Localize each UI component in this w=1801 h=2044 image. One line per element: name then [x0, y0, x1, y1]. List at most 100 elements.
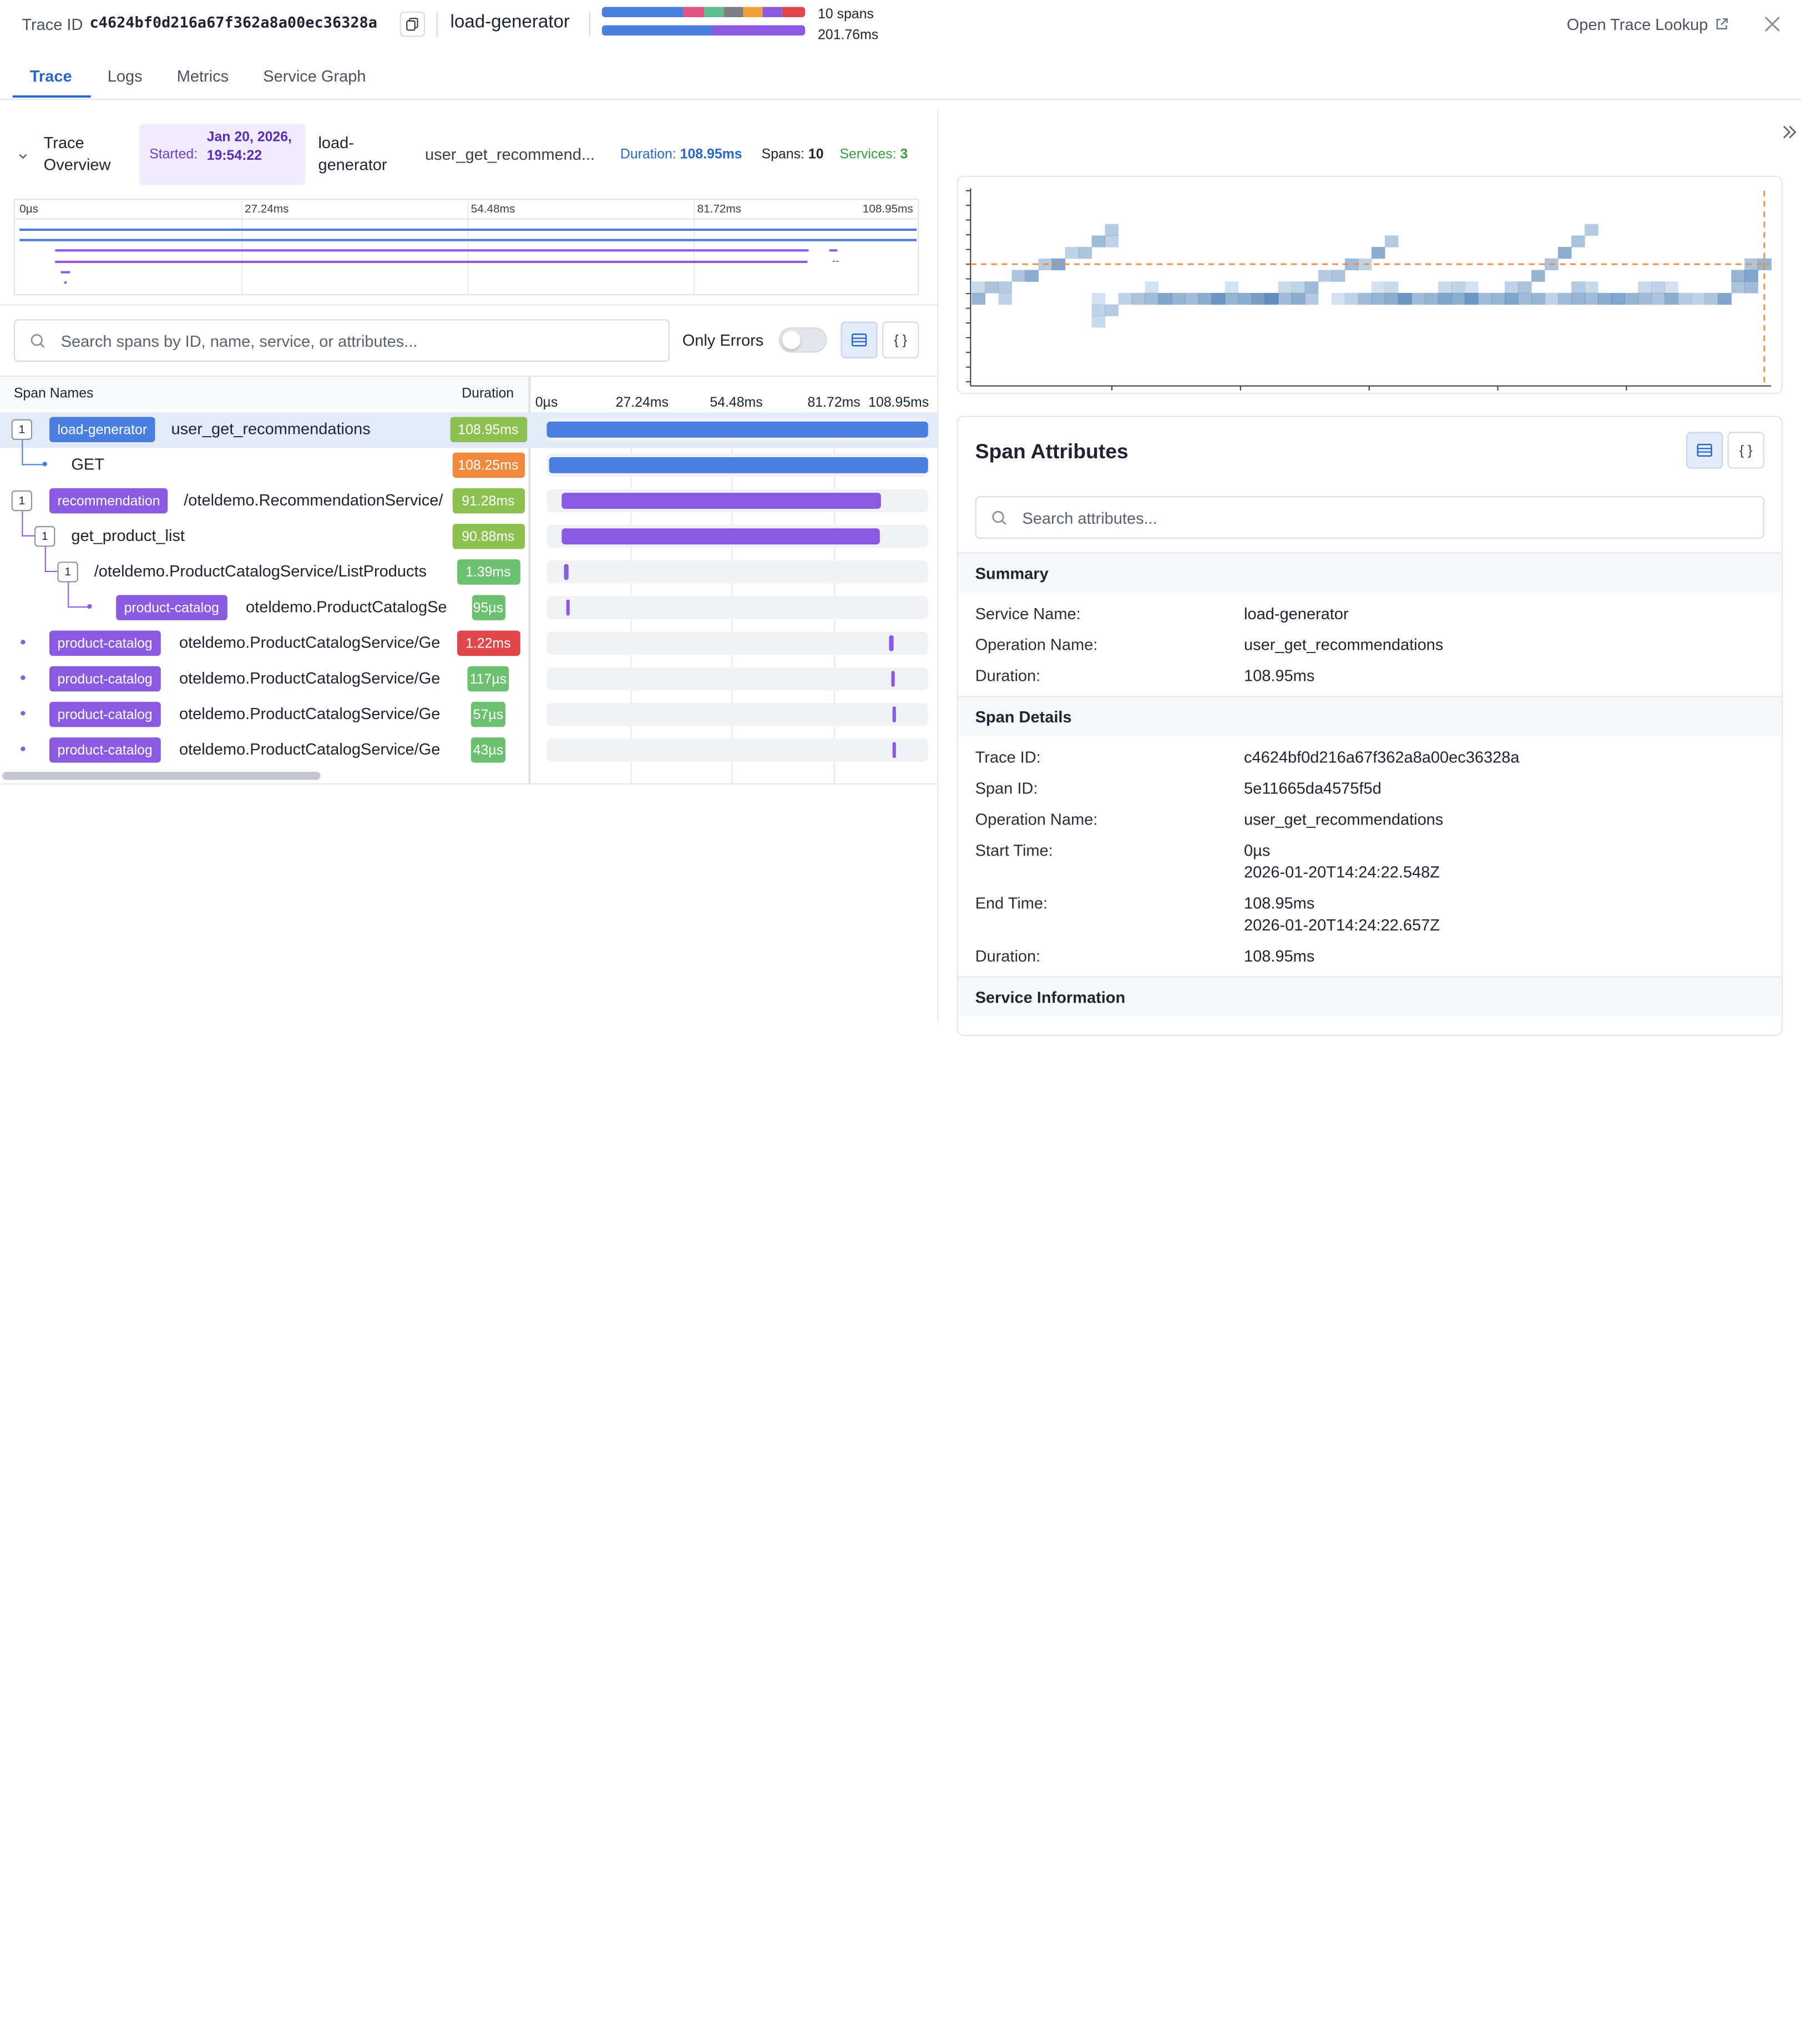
started-box: Started: Jan 20, 2026, 19:54:22: [139, 124, 306, 185]
span-bar[interactable]: [566, 599, 570, 616]
span-search-input[interactable]: Search spans by ID, name, service, or at…: [13, 319, 670, 362]
expand-toggle[interactable]: 1: [57, 561, 78, 583]
collapse-right-panel-button[interactable]: [1782, 124, 1798, 146]
span-bar[interactable]: [889, 635, 894, 651]
span-row[interactable]: GET 108.25ms: [0, 448, 937, 483]
service-color-segment: [762, 7, 782, 18]
horizontal-scrollbar[interactable]: [2, 772, 321, 780]
span-attributes-title: Span Attributes: [975, 439, 1129, 463]
tab-service-graph[interactable]: Service Graph: [263, 67, 366, 85]
section-summary-header[interactable]: Summary: [958, 553, 1782, 593]
minimap-span: [60, 271, 70, 274]
minimap-span: [832, 260, 836, 262]
details-value: user_get_recommendations: [1244, 809, 1444, 828]
heatmap-cell: [1304, 281, 1319, 294]
heatmap-cell: [1651, 281, 1665, 294]
span-row[interactable]: 1 get_product_list 90.88ms: [0, 519, 937, 555]
expand-toggle[interactable]: 1: [34, 526, 55, 547]
details-key: Span ID:: [975, 778, 1038, 797]
section-service-header[interactable]: Service Information: [958, 977, 1782, 1017]
section-details-header[interactable]: Span Details: [958, 697, 1782, 736]
heatmap-cell: [1504, 281, 1519, 294]
heatmap-cell: [1358, 292, 1372, 305]
service-color-segment: [601, 7, 684, 18]
details-value-secondary: 2026-01-20T14:24:22.657Z: [1244, 915, 1440, 934]
heatmap-cell: [1025, 270, 1039, 282]
span-bar[interactable]: [549, 457, 928, 473]
heatmap-cell: [1545, 292, 1559, 305]
duration-badge: 90.88ms: [452, 524, 525, 549]
heatmap-cell: [1091, 292, 1106, 305]
tree-dot: [21, 711, 26, 716]
details-key: Trace ID:: [975, 747, 1041, 766]
details-key: Start Time:: [975, 841, 1053, 859]
span-bar[interactable]: [891, 670, 895, 687]
service-badge: product-catalog: [49, 701, 161, 727]
heatmap-cell: [1185, 292, 1199, 305]
timeline-track: [547, 631, 928, 655]
duration-badge: 95µs: [471, 595, 505, 620]
started-label: Started:: [149, 145, 198, 162]
column-resizer[interactable]: [528, 377, 531, 783]
span-bar[interactable]: [893, 742, 897, 758]
json-view-button[interactable]: { }: [882, 321, 919, 358]
service-badge: load-generator: [49, 417, 155, 443]
tab-metrics[interactable]: Metrics: [176, 67, 229, 85]
span-row[interactable]: product-catalog oteldemo.ProductCatalogSe…: [0, 697, 937, 733]
span-row[interactable]: product-catalog oteldemo.ProductCatalogSe…: [0, 661, 937, 697]
attributes-json-view-button[interactable]: { }: [1727, 432, 1764, 469]
close-button[interactable]: [1763, 15, 1782, 33]
span-bar[interactable]: [892, 706, 896, 723]
span-bar[interactable]: [547, 421, 928, 438]
span-bar[interactable]: [561, 528, 880, 545]
duration-heatmap-panel: [957, 175, 1784, 395]
timeline-track: [547, 560, 928, 584]
span-row[interactable]: product-catalog oteldemo.ProductCatalogSe…: [0, 733, 937, 768]
heatmap-cell: [1384, 292, 1399, 305]
col-span-names[interactable]: Span Names: [13, 384, 94, 401]
attributes-search-placeholder: Search attributes...: [1022, 508, 1157, 527]
details-value: c4624bf0d216a67f362a8a00ec36328a: [1244, 747, 1520, 766]
expand-toggle[interactable]: 1: [11, 490, 32, 512]
tab-logs[interactable]: Logs: [107, 67, 143, 85]
timeline-tick: 27.24ms: [615, 394, 669, 411]
col-duration[interactable]: Duration: [462, 384, 514, 401]
summary-value: load-generator: [1244, 604, 1349, 623]
double-chevron-right-icon: [1783, 125, 1797, 139]
tab-trace[interactable]: Trace: [29, 67, 72, 85]
root-service-name: load-generator: [450, 12, 570, 32]
table-icon: [1697, 443, 1712, 457]
span-row[interactable]: 1/oteldemo.ProductCatalogService/ListPro…: [0, 555, 937, 590]
collapse-overview-button[interactable]: [17, 147, 29, 168]
span-name: user_get_recommendations: [171, 419, 371, 438]
expand-toggle[interactable]: 1: [11, 419, 32, 440]
timeline-tick: 54.48ms: [710, 394, 763, 411]
open-trace-lookup-link[interactable]: Open Trace Lookup: [1567, 15, 1729, 33]
attributes-table-view-button[interactable]: [1686, 432, 1723, 469]
span-row[interactable]: 1 recommendation/oteldemo.RecommendationS…: [0, 484, 937, 519]
heatmap-cell: [1078, 247, 1092, 259]
service-color-bar-spans: [601, 7, 806, 18]
heatmap-cell: [998, 281, 1013, 294]
span-bar[interactable]: [563, 564, 569, 580]
duration-badge: 1.39ms: [456, 559, 520, 585]
heatmap-cell: [1718, 292, 1732, 305]
span-bar[interactable]: [561, 493, 881, 509]
trace-minimap[interactable]: 0µs 27.24ms 54.48ms 81.72ms 108.95ms: [13, 199, 919, 297]
header-divider: [436, 11, 438, 37]
details-value: 0µs: [1244, 841, 1271, 859]
table-view-button[interactable]: [841, 321, 878, 358]
heatmap-cell: [972, 292, 986, 305]
tree-connector: [68, 606, 90, 608]
attributes-search-input[interactable]: Search attributes...: [975, 496, 1764, 539]
span-row[interactable]: product-catalog oteldemo.ProductCatalogSe…: [0, 590, 937, 626]
duration-heatmap[interactable]: [958, 177, 1784, 395]
copy-trace-id-button[interactable]: [399, 11, 425, 37]
service-color-segment: [724, 7, 743, 18]
heatmap-cell: [1198, 292, 1212, 305]
heatmap-cell: [1585, 224, 1598, 236]
heatmap-cell: [1344, 258, 1359, 271]
only-errors-toggle[interactable]: [778, 327, 827, 353]
span-row[interactable]: product-catalog oteldemo.ProductCatalogSe…: [0, 626, 937, 661]
span-row[interactable]: 1 load-generator user_get_recommendations 1…: [0, 412, 938, 448]
